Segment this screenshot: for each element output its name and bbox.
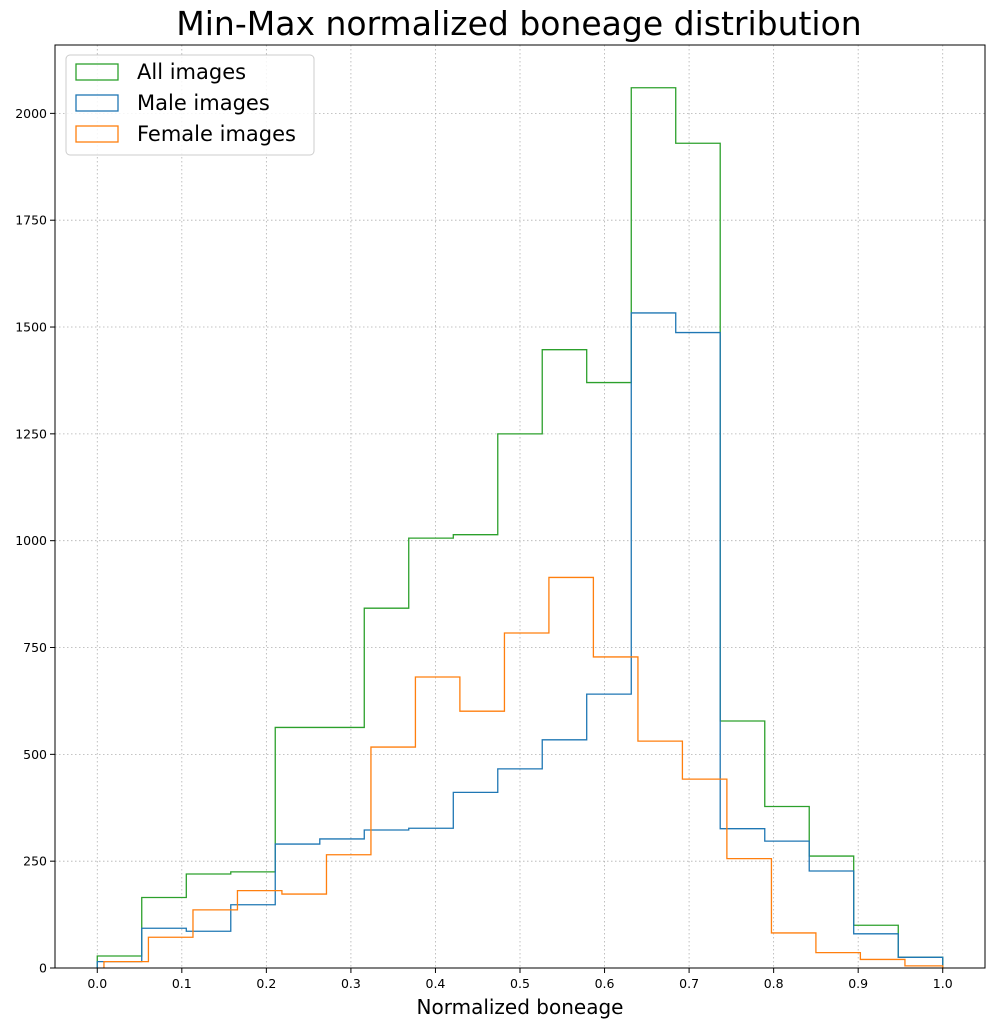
y-tick-label: 0 [39,961,47,976]
x-tick-label: 1.0 [933,976,953,991]
legend-box [65,54,315,156]
histogram-series-2 [96,312,944,968]
y-tick-label: 1000 [15,533,47,548]
x-tick-label: 0.2 [256,976,276,991]
y-tick-label: 250 [23,854,47,869]
y-tick-label: 750 [23,640,47,655]
y-tick-label: 500 [23,747,47,762]
x-tick-label: 0.8 [764,976,784,991]
x-tick-label: 0.4 [426,976,446,991]
y-tick-label: 1250 [15,426,47,441]
x-tick-label: 0.1 [172,976,192,991]
x-axis-label: Normalized boneage [417,995,624,1019]
y-tick-label: 1750 [15,213,47,228]
x-tick-label: 0.6 [595,976,615,991]
x-tick-label: 0.0 [87,976,107,991]
histogram-series-3 [103,576,944,968]
x-tick-label: 0.9 [848,976,868,991]
y-tick-label: 2000 [15,106,47,121]
legend-label: All images [137,60,246,84]
legend: All images Male images Female images [65,54,315,156]
series-layer [96,87,944,968]
x-tick-label: 0.5 [510,976,530,991]
legend-label: Female images [137,122,296,146]
legend-label: Male images [137,91,270,115]
x-tick-label: 0.7 [679,976,699,991]
grid [55,45,985,969]
legend-swatch [75,125,119,143]
axis-ticks: 0.0 0.1 0.2 0.3 0.4 0.5 0.6 0.7 0.8 0.9 1.0 0 250 500… [15,106,953,991]
x-tick-label: 0.3 [341,976,361,991]
histogram-series-1 [96,87,944,968]
chart-title: Min-Max normalized boneage distribution [176,4,861,43]
y-tick-label: 1500 [15,320,47,335]
legend-swatch [75,94,119,112]
legend-swatch [75,63,119,81]
